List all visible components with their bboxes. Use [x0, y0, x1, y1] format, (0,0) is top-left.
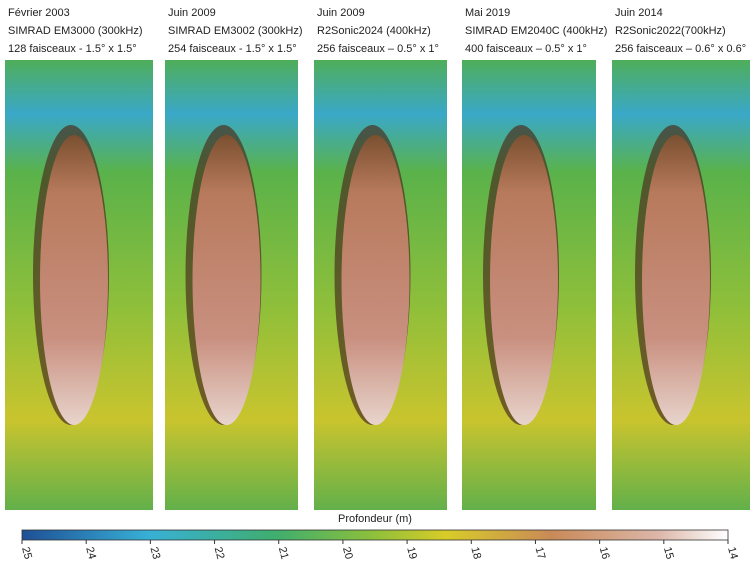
colorbar [21, 529, 729, 541]
colorbar-tick-label: 24 [83, 546, 98, 561]
wreck [341, 135, 410, 425]
colorbar-tick-label: 18 [468, 546, 483, 561]
panel-beams: 256 faisceaux – 0.6° x 0.6° [615, 43, 746, 55]
wreck [490, 135, 558, 425]
colorbar-tick-label: 15 [661, 546, 676, 561]
wreck [40, 135, 108, 425]
panel-system: R2Sonic2024 (400kHz) [317, 25, 431, 37]
colorbar-tick-label: 19 [404, 546, 419, 561]
colorbar-tick-label: 20 [340, 546, 355, 561]
wreck [192, 135, 261, 425]
colorbar-tick-label: 22 [212, 546, 227, 561]
panel-beams: 128 faisceaux - 1.5° x 1.5° [8, 43, 137, 55]
colorbar-tick-label: 23 [147, 546, 162, 561]
colorbar-tick-label: 16 [597, 546, 612, 561]
colorbar-tick-label: 21 [276, 546, 291, 561]
colorbar-tick-label: 25 [19, 546, 34, 561]
colorbar-tick-label: 14 [725, 546, 740, 561]
panel-date: Février 2003 [8, 7, 70, 19]
panel-beams: 256 faisceaux – 0.5° x 1° [317, 43, 439, 55]
colorbar-tick-label: 17 [533, 546, 548, 561]
colorbar-label: Profondeur (m) [338, 513, 412, 525]
colorbar-ticks: 25 24 23 22 21 20 19 18 17 16 15 14 [19, 540, 740, 561]
panels: Février 2003 SIMRAD EM3000 (300kHz) 128 fa… [5, 7, 750, 510]
wreck [642, 135, 710, 425]
panel-date: Juin 2009 [168, 7, 216, 19]
panel-beams: 400 faisceaux – 0.5° x 1° [465, 43, 587, 55]
panel-system: R2Sonic2022(700kHz) [615, 25, 726, 37]
panel-system: SIMRAD EM3002 (300kHz) [168, 25, 303, 37]
panel-date: Juin 2009 [317, 7, 365, 19]
panel-date: Mai 2019 [465, 7, 510, 19]
panel-system: SIMRAD EM3000 (300kHz) [8, 25, 143, 37]
panel-date: Juin 2014 [615, 7, 663, 19]
panel-system: SIMRAD EM2040C (400kHz) [465, 25, 607, 37]
panel-beams: 254 faisceaux - 1.5° x 1.5° [168, 43, 297, 55]
